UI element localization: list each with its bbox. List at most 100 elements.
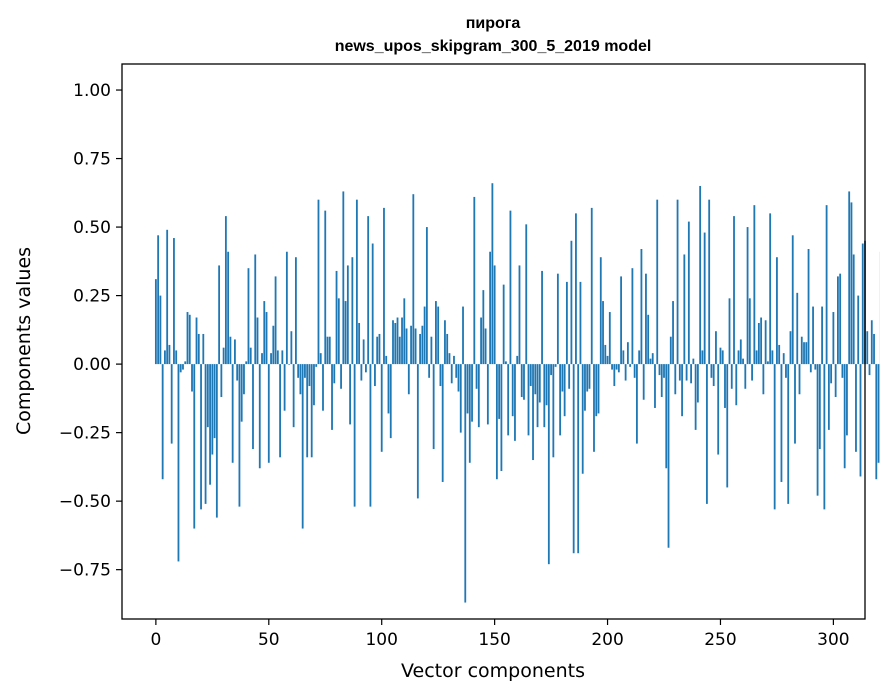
- bar: [430, 336, 433, 365]
- bar: [502, 284, 505, 365]
- bar: [541, 270, 543, 365]
- bar: [599, 257, 602, 365]
- bar: [744, 364, 747, 389]
- bar: [647, 314, 650, 365]
- bar: [353, 364, 356, 507]
- bar: [188, 314, 191, 365]
- bar: [846, 364, 848, 436]
- bar: [577, 364, 580, 554]
- bar: [173, 238, 175, 365]
- bar: [471, 364, 473, 422]
- bar: [261, 353, 263, 365]
- bar: [435, 301, 437, 365]
- bar: [850, 202, 853, 365]
- bar: [814, 364, 817, 370]
- bar: [493, 265, 496, 365]
- bar: [182, 364, 184, 370]
- bar: [687, 221, 690, 365]
- bar: [656, 199, 659, 365]
- bar: [748, 298, 751, 365]
- bar: [258, 364, 261, 469]
- bar: [231, 364, 234, 463]
- bar: [631, 268, 634, 365]
- bar: [651, 353, 654, 365]
- bar: [299, 364, 302, 395]
- bar: [818, 364, 821, 450]
- bar: [712, 364, 715, 387]
- axes-group: 0 50 100 150 200 250 300 1.00 0.75 0.50 0.25 0.00 −0…: [59, 81, 850, 650]
- bar: [715, 331, 717, 365]
- bar: [649, 358, 652, 365]
- bar: [416, 364, 419, 499]
- bar: [200, 364, 202, 510]
- bar: [663, 364, 665, 378]
- bar: [791, 235, 794, 365]
- bar: [498, 364, 501, 419]
- bar: [525, 224, 528, 365]
- bar: [721, 350, 724, 365]
- bar: [491, 183, 494, 365]
- bar: [760, 317, 763, 365]
- bar: [742, 358, 744, 365]
- bar: [369, 364, 372, 507]
- bar: [514, 364, 516, 441]
- bar: [154, 279, 157, 365]
- bar: [191, 364, 193, 392]
- bar: [243, 364, 245, 395]
- bar: [247, 268, 250, 365]
- bar: [396, 317, 399, 365]
- bar: [843, 364, 846, 469]
- bar: [441, 364, 444, 482]
- bar: [796, 292, 799, 365]
- bar: [543, 364, 546, 428]
- bar: [613, 364, 616, 387]
- bar: [186, 312, 189, 365]
- bar: [766, 361, 769, 365]
- bar: [683, 254, 686, 365]
- bar: [667, 364, 670, 548]
- bar: [837, 276, 839, 365]
- bar: [823, 364, 826, 510]
- bar: [852, 254, 855, 365]
- bar: [550, 364, 552, 376]
- bar: [279, 364, 281, 458]
- y-tick-label: 0.75: [73, 150, 111, 170]
- bar: [660, 364, 663, 397]
- bar: [292, 364, 295, 428]
- bar: [809, 364, 812, 373]
- bar: [782, 353, 785, 365]
- bar: [374, 364, 376, 387]
- bar: [236, 364, 239, 381]
- bar: [270, 353, 272, 365]
- bar: [380, 364, 383, 452]
- bar: [710, 364, 713, 378]
- bar: [674, 364, 677, 395]
- bar: [197, 333, 200, 365]
- bar: [238, 364, 241, 507]
- bar: [726, 364, 729, 488]
- bar: [516, 355, 519, 365]
- bar: [839, 273, 842, 365]
- bar: [597, 364, 600, 414]
- bar: [556, 273, 559, 365]
- bar: [807, 249, 810, 365]
- y-tick-label: 0.00: [73, 355, 111, 375]
- bar: [536, 364, 539, 428]
- bar: [362, 339, 365, 365]
- bar: [554, 364, 557, 367]
- bar: [563, 364, 566, 417]
- bar: [866, 331, 869, 365]
- bar: [346, 265, 349, 365]
- bar: [349, 364, 351, 425]
- y-tick-label: 1.00: [73, 81, 111, 101]
- bar: [450, 364, 453, 384]
- bar: [313, 364, 315, 406]
- bar: [873, 333, 875, 365]
- bar: [769, 213, 772, 365]
- bar: [464, 364, 467, 603]
- bar: [859, 364, 862, 477]
- bar: [825, 205, 828, 365]
- bar: [157, 235, 160, 365]
- bar: [665, 364, 668, 469]
- bar: [249, 347, 252, 365]
